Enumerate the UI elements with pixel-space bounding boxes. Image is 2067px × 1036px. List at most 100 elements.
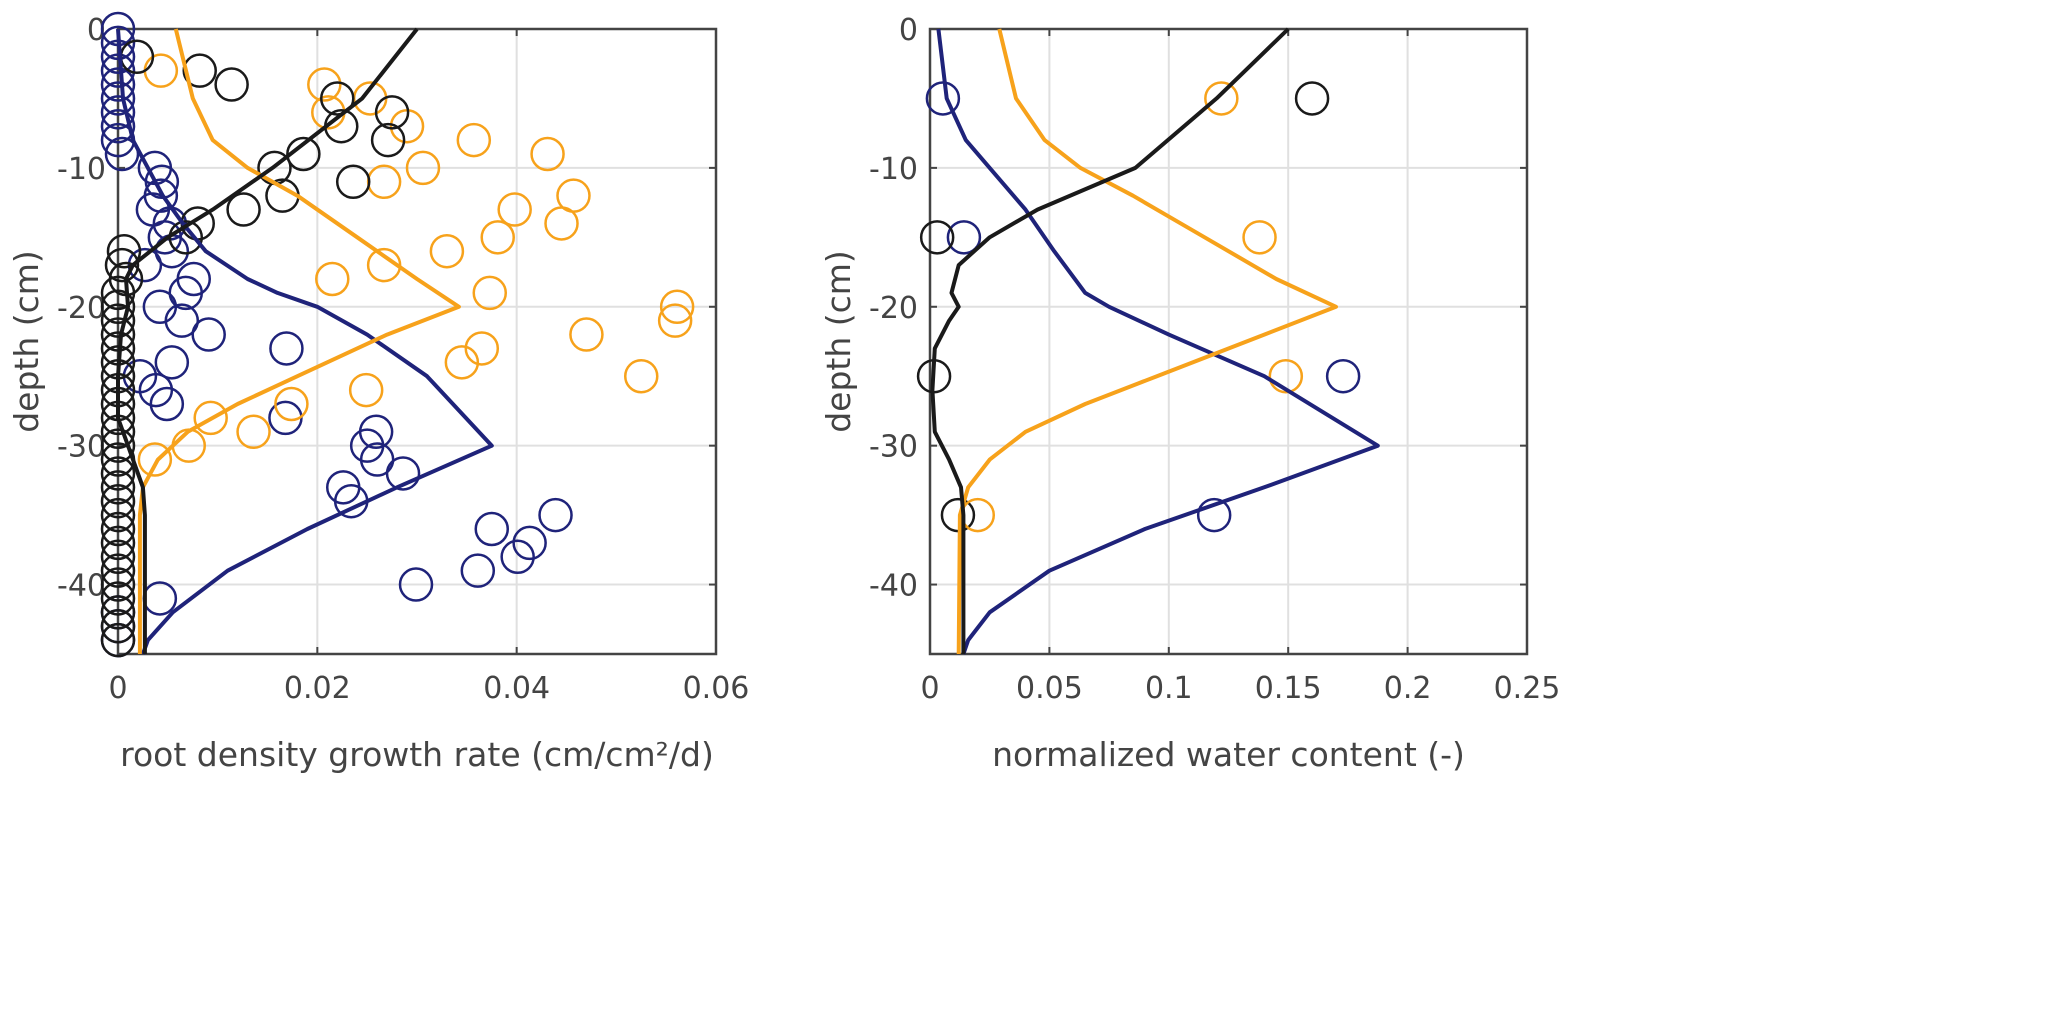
blue-data-point bbox=[164, 303, 200, 338]
blue-model-line bbox=[116, 28, 494, 655]
orange-data-point bbox=[497, 192, 532, 227]
y-tick-label: 0 bbox=[899, 13, 918, 48]
black-data-point bbox=[100, 303, 136, 338]
black-data-point bbox=[100, 483, 136, 519]
black-data-point bbox=[335, 164, 371, 200]
black-data-point bbox=[214, 67, 249, 102]
orange-data-point bbox=[1204, 81, 1239, 116]
orange-data-point bbox=[274, 386, 309, 422]
blue-data-point bbox=[154, 345, 190, 380]
orange-data-point bbox=[348, 372, 384, 408]
black-data-point bbox=[100, 428, 136, 463]
black-data-point bbox=[919, 220, 955, 255]
black-data-point bbox=[100, 289, 136, 325]
orange-data-point bbox=[657, 303, 693, 338]
black-data-point bbox=[100, 470, 136, 505]
x-tick-label: 0.25 bbox=[1494, 671, 1561, 706]
black-model-line bbox=[116, 27, 419, 654]
x-tick-label: 0.05 bbox=[1016, 671, 1083, 706]
blue-data-point bbox=[104, 136, 140, 172]
orange-data-point bbox=[544, 206, 579, 241]
x-tick-label: 0.04 bbox=[483, 671, 550, 706]
black-data-point bbox=[1294, 81, 1330, 116]
x-tick-label: 0 bbox=[920, 671, 939, 706]
blue-data-point bbox=[100, 81, 136, 116]
orange-data-point bbox=[405, 150, 441, 186]
orange-data-point bbox=[429, 233, 465, 269]
orange-data-point bbox=[193, 400, 228, 436]
black-data-point bbox=[226, 192, 261, 227]
black-data-point bbox=[100, 525, 136, 561]
orange-data-point bbox=[960, 497, 996, 533]
blue-model-line bbox=[936, 28, 1380, 655]
black-data-point bbox=[100, 275, 136, 311]
blue-data-point bbox=[100, 108, 136, 144]
orange-data-point bbox=[472, 275, 508, 311]
blue-data-point bbox=[138, 372, 174, 408]
black-data-point bbox=[100, 595, 136, 630]
x-axis-label: root density growth rate (cm/cm²/d) bbox=[120, 735, 714, 774]
y-tick-label: -20 bbox=[57, 291, 106, 326]
orange-data-point bbox=[315, 261, 350, 297]
y-tick-label: -10 bbox=[57, 152, 106, 187]
y-tick-label: -10 bbox=[869, 152, 918, 187]
y-tick-label: -40 bbox=[869, 569, 918, 604]
black-data-point bbox=[100, 456, 136, 491]
y-tick-label: -30 bbox=[869, 430, 918, 465]
blue-data-point bbox=[100, 95, 136, 130]
x-tick-label: 0.2 bbox=[1384, 671, 1432, 706]
orange-data-point bbox=[1268, 358, 1304, 394]
orange-model-line bbox=[137, 28, 461, 654]
axes-frame bbox=[116, 27, 718, 656]
black-data-point bbox=[100, 553, 136, 588]
x-tick-label: 0 bbox=[108, 671, 127, 706]
black-data-point bbox=[100, 511, 136, 547]
black-data-point bbox=[370, 122, 406, 158]
orange-data-point bbox=[444, 345, 480, 380]
axes-frame bbox=[928, 27, 1529, 656]
blue-data-point bbox=[100, 25, 136, 61]
blue-data-point bbox=[500, 539, 535, 575]
x-tick-label: 0.06 bbox=[683, 671, 750, 706]
orange-data-point bbox=[236, 414, 271, 450]
black-data-point bbox=[100, 622, 136, 658]
black-model-line bbox=[930, 27, 1290, 654]
black-data-point bbox=[320, 81, 355, 116]
orange-data-point bbox=[143, 53, 179, 88]
black-data-point bbox=[104, 247, 140, 283]
blue-data-point bbox=[946, 220, 982, 255]
blue-data-point bbox=[538, 497, 573, 533]
blue-data-point bbox=[149, 386, 185, 422]
black-data-point bbox=[100, 497, 136, 533]
black-data-point bbox=[100, 539, 136, 575]
orange-data-point bbox=[456, 122, 492, 158]
blue-data-point bbox=[142, 581, 178, 616]
blue-data-point bbox=[385, 456, 421, 491]
orange-data-point bbox=[1242, 220, 1277, 255]
blue-data-point bbox=[269, 331, 304, 366]
orange-data-point bbox=[464, 331, 500, 366]
blue-data-point bbox=[191, 317, 226, 352]
x-tick-label: 0.1 bbox=[1145, 671, 1193, 706]
x-axis-label: normalized water content (-) bbox=[992, 735, 1465, 774]
y-tick-label: -20 bbox=[869, 291, 918, 326]
orange-model-line bbox=[956, 28, 1338, 655]
orange-data-point bbox=[307, 67, 342, 102]
blue-data-point bbox=[1196, 497, 1232, 533]
blue-data-point bbox=[925, 81, 961, 116]
blue-data-point bbox=[474, 511, 509, 547]
black-data-point bbox=[182, 53, 217, 88]
blue-data-point bbox=[1325, 358, 1361, 394]
blue-data-point bbox=[460, 553, 496, 588]
blue-data-point bbox=[398, 567, 434, 602]
orange-data-point bbox=[530, 136, 565, 172]
orange-data-point bbox=[659, 289, 695, 325]
black-data-point bbox=[374, 95, 410, 130]
black-data-point bbox=[100, 567, 136, 602]
orange-data-point bbox=[569, 317, 604, 352]
orange-data-point bbox=[624, 358, 659, 394]
y-axis-label: depth (cm) bbox=[819, 250, 858, 433]
orange-data-point bbox=[366, 164, 402, 200]
